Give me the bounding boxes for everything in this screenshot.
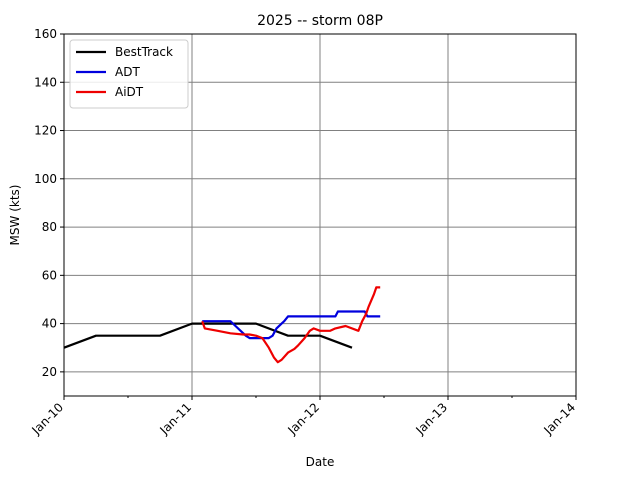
- x-tick-label: Jan-10: [29, 400, 67, 438]
- legend-label: BestTrack: [115, 45, 173, 59]
- y-tick-label: 120: [34, 124, 57, 138]
- series-lines: [63, 286, 381, 364]
- chart-title: 2025 -- storm 08P: [257, 13, 383, 29]
- series-line-adt: [202, 310, 381, 340]
- y-tick-label: 40: [42, 317, 57, 331]
- x-axis-label: Date: [306, 455, 335, 469]
- y-axis: 20 40 60 80 100 120 140 160: [34, 27, 64, 379]
- y-tick-label: 60: [42, 268, 57, 282]
- legend-label: ADT: [115, 65, 140, 79]
- series-line-besttrack: [63, 322, 353, 349]
- y-tick-label: 20: [42, 365, 57, 379]
- y-tick-label: 160: [34, 27, 57, 41]
- legend-label: AiDT: [115, 85, 144, 99]
- x-tick-label: Jan-13: [413, 400, 451, 438]
- series-line-aidt: [201, 286, 381, 364]
- x-tick-label: Jan-14: [541, 400, 579, 438]
- x-axis: Jan-10 Jan-11 Jan-12 Jan-13 Jan-14: [29, 396, 579, 438]
- x-tick-label: Jan-12: [285, 400, 323, 438]
- legend: BestTrack ADT AiDT: [69, 39, 189, 109]
- x-tick-label: Jan-11: [157, 400, 195, 438]
- y-tick-label: 80: [42, 220, 57, 234]
- y-axis-label: MSW (kts): [8, 185, 22, 246]
- y-tick-label: 140: [34, 75, 57, 89]
- y-tick-label: 100: [34, 172, 57, 186]
